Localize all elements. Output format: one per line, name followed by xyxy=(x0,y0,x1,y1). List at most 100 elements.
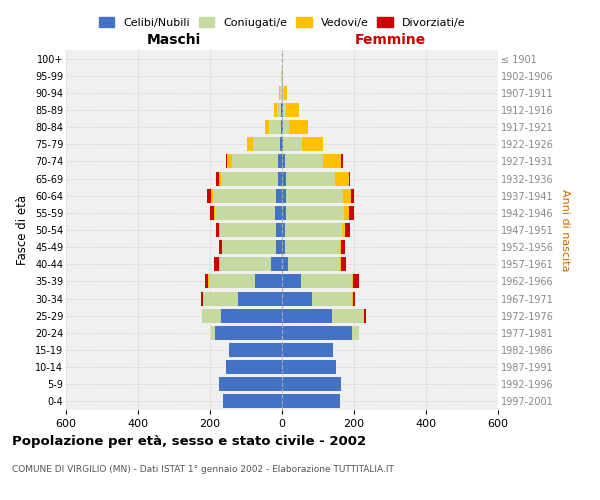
Bar xyxy=(282,258,289,272)
Bar xyxy=(341,258,346,272)
Bar xyxy=(342,223,344,237)
Bar xyxy=(265,120,269,134)
Bar xyxy=(364,308,365,322)
Bar xyxy=(301,274,352,288)
Bar xyxy=(282,240,285,254)
Bar xyxy=(349,172,350,185)
Bar xyxy=(283,120,289,134)
Bar xyxy=(214,206,215,220)
Bar xyxy=(282,378,341,392)
Bar xyxy=(221,172,278,185)
Bar xyxy=(274,103,277,117)
Bar xyxy=(311,292,352,306)
Bar xyxy=(283,103,286,117)
Bar xyxy=(282,308,332,322)
Bar xyxy=(220,223,275,237)
Bar xyxy=(352,274,353,288)
Bar xyxy=(285,240,340,254)
Bar xyxy=(284,86,287,100)
Bar xyxy=(340,240,341,254)
Bar xyxy=(281,120,282,134)
Bar xyxy=(247,138,253,151)
Bar xyxy=(283,86,284,100)
Bar xyxy=(335,172,349,185)
Bar xyxy=(275,206,282,220)
Bar xyxy=(282,154,285,168)
Bar xyxy=(344,206,349,220)
Bar xyxy=(302,138,323,151)
Bar xyxy=(282,172,286,185)
Bar xyxy=(226,154,227,168)
Bar xyxy=(282,343,333,357)
Bar xyxy=(289,258,340,272)
Bar xyxy=(202,308,221,322)
Bar xyxy=(203,292,238,306)
Bar xyxy=(220,258,271,272)
Bar xyxy=(286,188,343,202)
Bar xyxy=(282,188,286,202)
Bar xyxy=(238,292,282,306)
Bar xyxy=(280,86,281,100)
Y-axis label: Anni di nascita: Anni di nascita xyxy=(560,188,571,271)
Bar xyxy=(227,154,232,168)
Bar xyxy=(282,274,301,288)
Bar xyxy=(351,188,354,202)
Bar xyxy=(271,258,282,272)
Bar xyxy=(269,120,281,134)
Bar xyxy=(223,394,282,408)
Bar xyxy=(349,206,354,220)
Legend: Celibi/Nubili, Coniugati/e, Vedovi/e, Divorziati/e: Celibi/Nubili, Coniugati/e, Vedovi/e, Di… xyxy=(94,12,470,32)
Bar xyxy=(282,103,283,117)
Bar xyxy=(332,308,364,322)
Bar xyxy=(340,258,341,272)
Bar xyxy=(211,188,212,202)
Text: Femmine: Femmine xyxy=(355,32,425,46)
Bar xyxy=(275,223,282,237)
Bar xyxy=(286,206,344,220)
Bar xyxy=(212,188,275,202)
Text: Popolazione per età, sesso e stato civile - 2002: Popolazione per età, sesso e stato civil… xyxy=(12,435,366,448)
Bar xyxy=(221,308,282,322)
Bar xyxy=(217,172,220,185)
Bar xyxy=(282,394,340,408)
Bar xyxy=(253,138,280,151)
Bar xyxy=(280,138,282,151)
Bar xyxy=(353,274,359,288)
Bar xyxy=(219,223,220,237)
Bar xyxy=(341,154,343,168)
Bar xyxy=(278,154,282,168)
Bar xyxy=(286,103,299,117)
Bar xyxy=(215,326,282,340)
Bar xyxy=(285,154,323,168)
Bar xyxy=(279,86,280,100)
Bar xyxy=(222,240,275,254)
Bar xyxy=(352,292,353,306)
Bar xyxy=(229,343,282,357)
Bar xyxy=(281,68,282,82)
Bar xyxy=(277,103,281,117)
Bar xyxy=(282,206,286,220)
Bar xyxy=(211,326,215,340)
Bar xyxy=(219,378,282,392)
Bar xyxy=(352,326,359,340)
Bar xyxy=(289,120,308,134)
Bar xyxy=(282,223,285,237)
Bar xyxy=(275,240,282,254)
Bar xyxy=(209,274,255,288)
Bar xyxy=(221,240,222,254)
Bar xyxy=(282,360,336,374)
Bar xyxy=(201,292,203,306)
Bar xyxy=(226,360,282,374)
Bar xyxy=(282,138,283,151)
Bar xyxy=(208,274,209,288)
Bar xyxy=(215,206,275,220)
Bar xyxy=(278,172,282,185)
Bar xyxy=(282,292,311,306)
Bar xyxy=(286,172,335,185)
Bar xyxy=(353,292,355,306)
Bar xyxy=(255,274,282,288)
Y-axis label: Fasce di età: Fasce di età xyxy=(16,195,29,265)
Bar xyxy=(281,103,282,117)
Bar xyxy=(232,154,278,168)
Bar xyxy=(283,138,302,151)
